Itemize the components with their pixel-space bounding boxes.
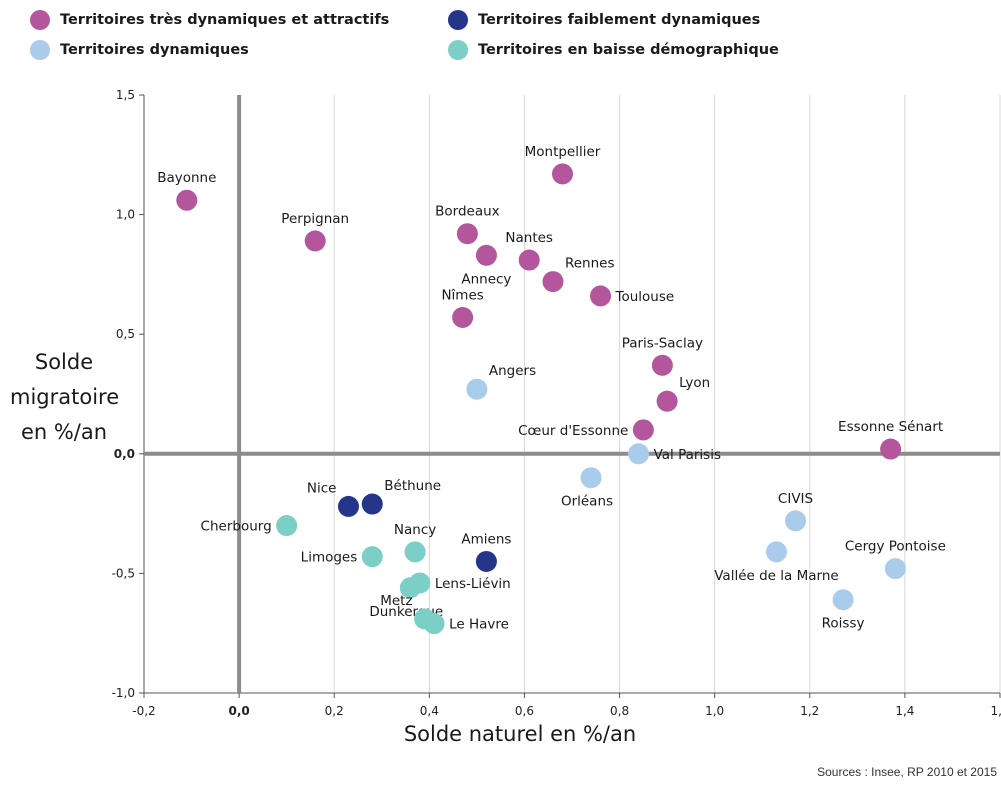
y-tick-label: 1,0	[116, 208, 135, 222]
point-label: Angers	[489, 363, 536, 379]
data-point	[399, 577, 421, 599]
y-axis-label-line: en %/an	[20, 420, 108, 444]
y-tick-label: -1,0	[112, 686, 135, 700]
data-point	[518, 249, 540, 271]
data-point	[423, 613, 445, 635]
point-label: Nancy	[394, 522, 436, 538]
point-label: Montpellier	[525, 144, 601, 160]
data-point	[475, 244, 497, 266]
data-point	[456, 223, 478, 245]
point-label: Nice	[307, 480, 337, 496]
y-axis-label: Solde migratoire en %/an	[10, 345, 120, 450]
data-point	[628, 443, 650, 465]
legend-swatch	[448, 10, 468, 30]
legend-swatch	[30, 40, 50, 60]
data-point	[304, 230, 326, 252]
data-point	[765, 541, 787, 563]
point-label: Nîmes	[441, 287, 483, 303]
data-point	[542, 271, 564, 293]
data-point	[590, 285, 612, 307]
data-point	[832, 589, 854, 611]
point-label: Perpignan	[281, 211, 349, 227]
point-label: Roissy	[822, 616, 865, 632]
data-point	[404, 541, 426, 563]
data-point	[176, 189, 198, 211]
legend-item-faiblement-dynamiques: Territoires faiblement dynamiques	[448, 10, 760, 30]
legend-swatch	[30, 10, 50, 30]
point-label: Orléans	[561, 494, 613, 510]
x-tick-label: 0,6	[515, 704, 534, 718]
legend-label: Territoires faiblement dynamiques	[478, 12, 761, 28]
legend-item-baisse-demographique: Territoires en baisse démographique	[448, 40, 779, 60]
data-point	[475, 550, 497, 572]
x-tick-label: 0,4	[420, 704, 439, 718]
data-point	[580, 467, 602, 489]
x-tick-label: 0,0	[228, 704, 249, 718]
x-tick-label: 1,0	[705, 704, 724, 718]
data-point	[337, 495, 359, 517]
point-label: Lens-Liévin	[435, 576, 511, 592]
point-label: Cergy Pontoise	[845, 539, 946, 555]
legend-item-dynamiques: Territoires dynamiques	[30, 40, 249, 60]
source-note: Sources : Insee, RP 2010 et 2015	[817, 765, 997, 779]
point-label: Rennes	[565, 256, 615, 272]
data-point	[551, 163, 573, 185]
point-label: Bordeaux	[435, 204, 500, 220]
point-label: Lyon	[679, 375, 710, 391]
data-point	[276, 515, 298, 537]
y-tick-label: 0,0	[114, 447, 135, 461]
y-tick-label: 1,5	[116, 88, 135, 102]
data-point	[884, 558, 906, 580]
y-axis-label-line: Solde	[34, 350, 94, 374]
data-point	[651, 354, 673, 376]
point-label: Béthune	[384, 478, 441, 494]
x-tick-label: 0,8	[610, 704, 629, 718]
point-label: Val Parisis	[654, 447, 721, 463]
y-tick-label: 0,5	[116, 327, 135, 341]
point-label: Metz	[380, 593, 412, 609]
point-label: Annecy	[461, 271, 511, 287]
data-point	[880, 438, 902, 460]
point-label: Paris-Saclay	[622, 335, 703, 351]
x-tick-label: -0,2	[132, 704, 155, 718]
point-label: Cherbourg	[201, 519, 272, 535]
data-point	[632, 419, 654, 441]
point-label: Nantes	[505, 230, 553, 246]
data-point	[466, 378, 488, 400]
y-tick-label: -0,5	[112, 566, 135, 580]
legend-label: Territoires très dynamiques et attractif…	[60, 12, 390, 28]
x-tick-label: 1,4	[895, 704, 914, 718]
x-tick-label: 1,2	[800, 704, 819, 718]
legend-swatch	[448, 40, 468, 60]
legend-label: Territoires dynamiques	[60, 42, 249, 58]
point-label: Bayonne	[157, 170, 216, 186]
legend-label: Territoires en baisse démographique	[478, 42, 779, 58]
point-label: Essonne Sénart	[838, 419, 943, 435]
x-tick-label: 0,2	[325, 704, 344, 718]
y-axis-label-line: migratoire	[10, 385, 120, 409]
point-label: Toulouse	[615, 289, 675, 305]
legend-item-tres-dynamiques: Territoires très dynamiques et attractif…	[30, 10, 389, 30]
point-label: Amiens	[461, 531, 511, 547]
point-label: Limoges	[301, 550, 358, 566]
point-label: Le Havre	[449, 617, 509, 633]
point-label: Cœur d'Essonne	[518, 423, 628, 439]
x-tick-label: 1,6	[990, 704, 1001, 718]
data-point	[785, 510, 807, 532]
data-point	[361, 546, 383, 568]
x-axis-label: Solde naturel en %/an	[403, 722, 637, 746]
data-point	[452, 306, 474, 328]
data-point	[361, 493, 383, 515]
data-point	[656, 390, 678, 412]
point-label: Vallée de la Marne	[714, 568, 838, 584]
point-label: CIVIS	[778, 491, 813, 507]
